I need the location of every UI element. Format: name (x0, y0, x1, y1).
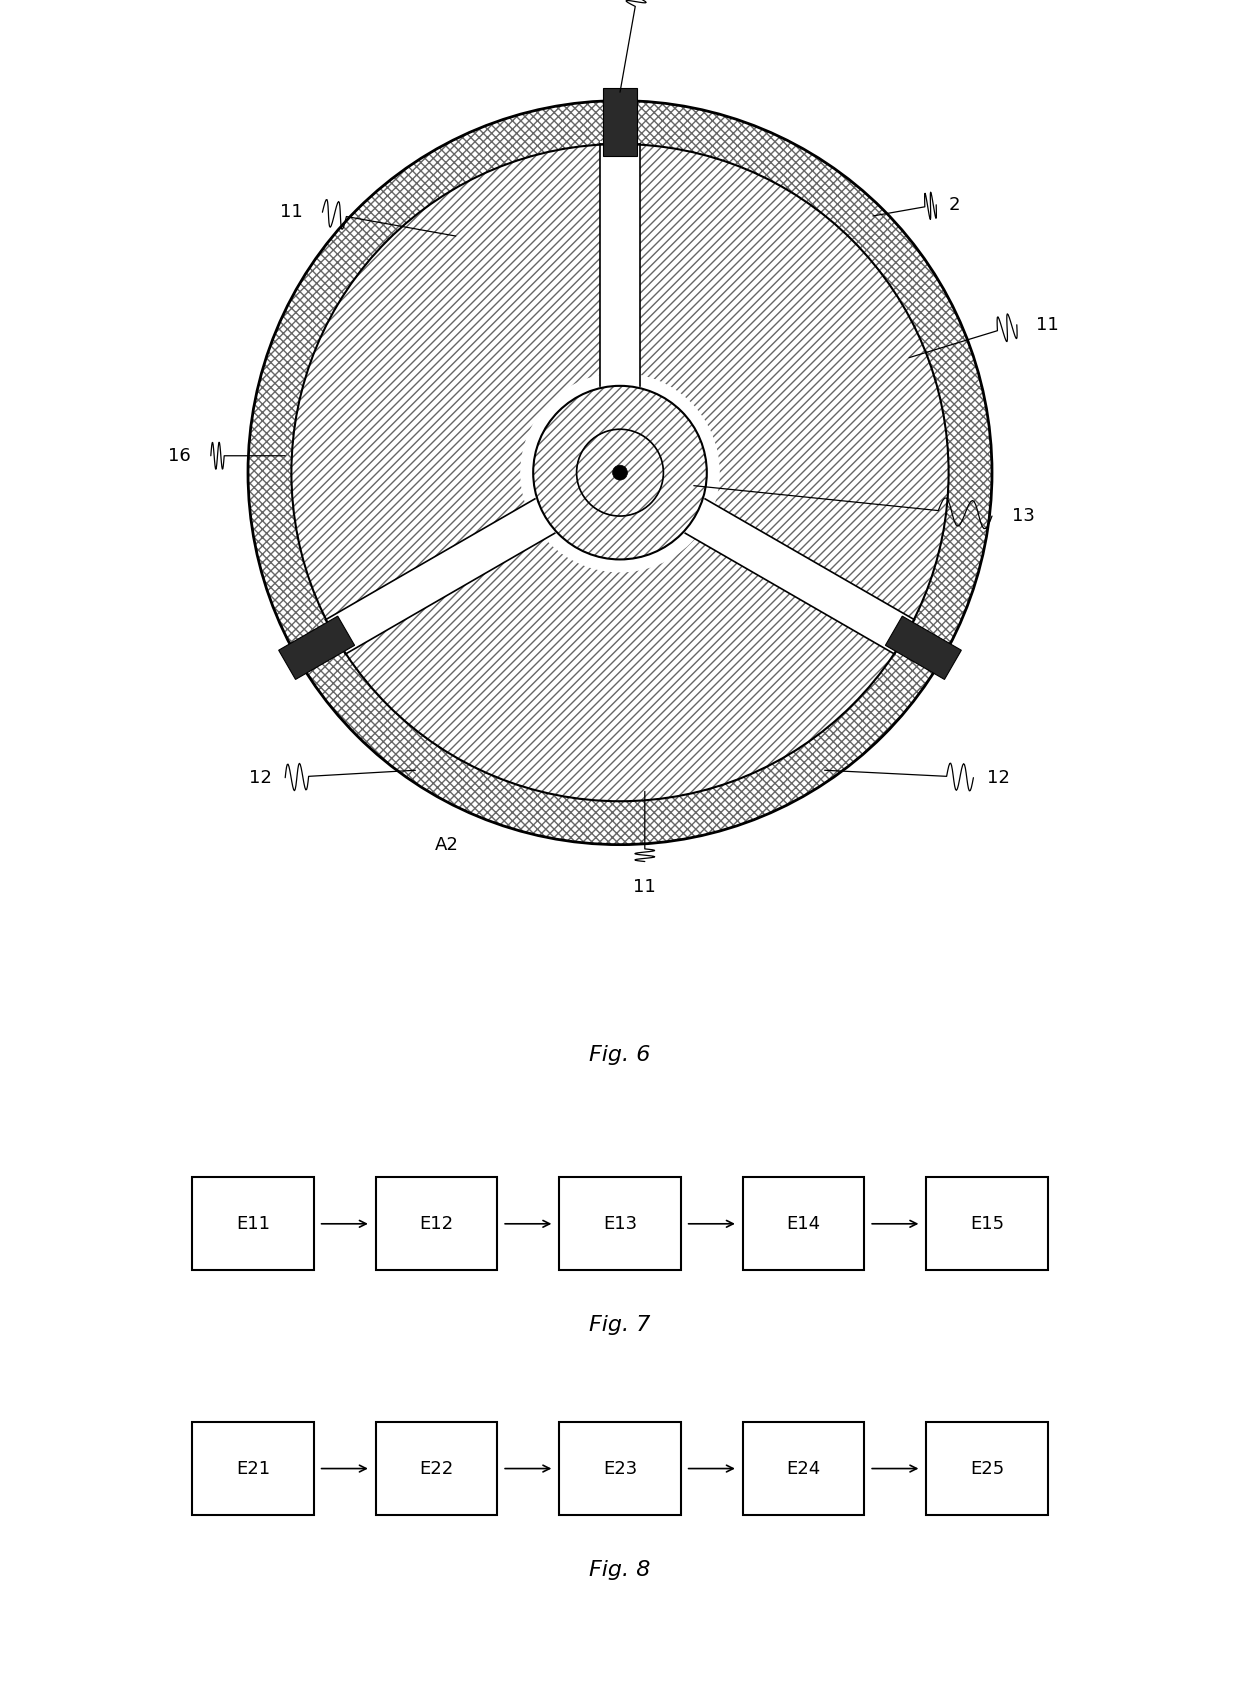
Bar (192, 1421, 314, 1516)
Bar (926, 1421, 1048, 1516)
Text: 12: 12 (987, 768, 1009, 787)
Bar (559, 1421, 681, 1516)
Text: E25: E25 (970, 1460, 1004, 1477)
Text: 11: 11 (1037, 316, 1059, 334)
Polygon shape (603, 88, 637, 157)
Polygon shape (682, 496, 918, 655)
Text: E12: E12 (419, 1215, 454, 1232)
Bar (376, 1178, 497, 1269)
Polygon shape (322, 496, 558, 655)
Ellipse shape (613, 466, 627, 479)
Text: E15: E15 (970, 1215, 1004, 1232)
Text: E14: E14 (786, 1215, 821, 1232)
Ellipse shape (248, 101, 992, 844)
Text: Fig. 8: Fig. 8 (589, 1560, 651, 1580)
Bar (743, 1178, 864, 1269)
Ellipse shape (291, 143, 949, 802)
Text: 12: 12 (249, 768, 272, 787)
Text: 13: 13 (1012, 506, 1034, 525)
Text: 2: 2 (949, 196, 961, 214)
Bar (376, 1421, 497, 1516)
Polygon shape (885, 616, 961, 680)
Text: E13: E13 (603, 1215, 637, 1232)
Text: E21: E21 (236, 1460, 270, 1477)
Ellipse shape (521, 373, 719, 572)
Text: 11: 11 (634, 878, 656, 896)
Bar (192, 1178, 314, 1269)
Text: E22: E22 (419, 1460, 454, 1477)
Text: E11: E11 (236, 1215, 270, 1232)
Bar (743, 1421, 864, 1516)
Text: A2: A2 (434, 836, 459, 854)
Polygon shape (600, 140, 640, 390)
Ellipse shape (577, 429, 663, 517)
Polygon shape (279, 616, 355, 680)
Text: Fig. 7: Fig. 7 (589, 1315, 651, 1335)
Text: Fig. 6: Fig. 6 (589, 1045, 651, 1065)
Text: E24: E24 (786, 1460, 821, 1477)
Text: 16: 16 (169, 447, 191, 464)
Bar (926, 1178, 1048, 1269)
Text: E23: E23 (603, 1460, 637, 1477)
Bar (559, 1178, 681, 1269)
Text: 11: 11 (280, 203, 303, 221)
